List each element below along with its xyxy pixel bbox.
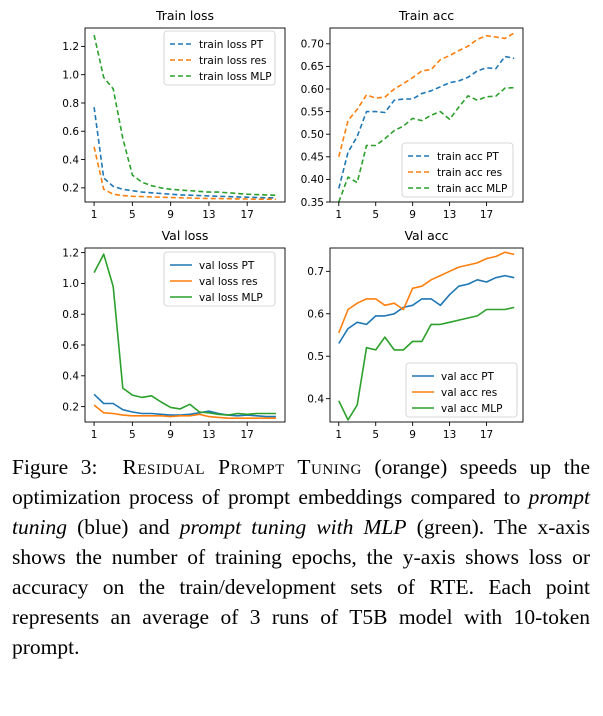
- x-tick-label: 9: [167, 429, 174, 441]
- y-tick-label: 0.60: [301, 84, 324, 96]
- series-line: [338, 32, 515, 157]
- x-tick-label: 13: [443, 209, 456, 221]
- y-tick-label: 0.2: [62, 401, 79, 413]
- series-line: [338, 251, 515, 334]
- x-tick-label: 9: [167, 209, 174, 221]
- y-tick-label: 1.2: [62, 247, 79, 259]
- legend-label: train loss res: [199, 55, 266, 67]
- y-tick-label: 0.50: [301, 129, 324, 141]
- x-tick-label: 17: [241, 429, 254, 441]
- x-tick-label: 13: [202, 209, 215, 221]
- x-tick-label: 5: [129, 429, 136, 441]
- legend-label: train loss MLP: [199, 71, 272, 83]
- series-line: [93, 107, 276, 199]
- y-tick-label: 0.8: [62, 309, 79, 321]
- figure-caption: Figure 3: Residual Prompt Tuning (orange…: [12, 452, 590, 662]
- caption-label: Figure 3:: [12, 455, 98, 479]
- plot-frame: [84, 247, 286, 423]
- x-tick-label: 5: [372, 429, 379, 441]
- chart-title: Train loss: [155, 8, 214, 23]
- y-tick-label: 0.40: [301, 174, 324, 186]
- x-tick-label: 1: [91, 429, 98, 441]
- y-tick-label: 0.4: [307, 393, 324, 405]
- x-tick-label: 5: [372, 209, 379, 221]
- series-line: [338, 86, 515, 203]
- caption-method-name: Residual Prompt Tuning: [122, 455, 362, 479]
- caption-prompt-tuning: prompt tuning: [12, 485, 590, 539]
- chart-title: Val loss: [162, 228, 209, 243]
- x-tick-label: 17: [480, 429, 493, 441]
- chart-panel: Train loss 1 5 9 13 17 0.2 0.4 0.6 0.8 1.0 1.2 train…: [62, 8, 286, 221]
- x-tick-label: 9: [409, 429, 416, 441]
- caption-text-3: (green). The x-axis shows the number of …: [12, 515, 590, 659]
- y-tick-label: 0.4: [62, 154, 79, 166]
- legend-label: val loss MLP: [199, 292, 263, 304]
- caption-prompt-tuning-mlp: prompt tuning with MLP: [179, 515, 407, 539]
- caption-text-2: (blue) and: [66, 515, 180, 539]
- y-tick-label: 0.7: [307, 266, 324, 278]
- legend-label: val loss res: [199, 276, 258, 288]
- chart-title: Train acc: [398, 8, 454, 23]
- y-tick-label: 0.70: [301, 39, 324, 51]
- legend-label: val acc res: [441, 387, 497, 399]
- series-line: [93, 253, 276, 416]
- series-line: [93, 146, 276, 200]
- y-tick-label: 1.0: [62, 69, 79, 81]
- y-tick-label: 1.2: [62, 41, 79, 53]
- x-tick-label: 1: [335, 429, 342, 441]
- y-tick-label: 0.6: [62, 340, 79, 352]
- series-line: [338, 306, 515, 421]
- legend-label: val acc PT: [441, 371, 495, 383]
- y-tick-label: 0.35: [301, 197, 324, 209]
- series-line: [93, 34, 276, 196]
- x-tick-label: 1: [335, 209, 342, 221]
- plot-frame: [329, 247, 524, 423]
- figure-charts: Train loss 1 5 9 13 17 0.2 0.4 0.6 0.8 1.0 1.2 train…: [62, 8, 524, 441]
- chart-panel: Val acc 1 5 9 13 17 0.4 0.5 0.6 0.7 val acc PT val …: [307, 228, 524, 441]
- series-line: [93, 393, 276, 418]
- y-tick-label: 0.6: [307, 309, 324, 321]
- legend-label: train loss PT: [199, 39, 264, 51]
- y-tick-label: 1.0: [62, 278, 79, 290]
- x-tick-label: 17: [241, 209, 254, 221]
- x-tick-label: 1: [91, 209, 98, 221]
- x-tick-label: 17: [480, 209, 493, 221]
- plot-frame: [329, 27, 524, 203]
- y-tick-label: 0.55: [301, 106, 324, 118]
- legend-label: train acc PT: [437, 151, 499, 163]
- series-line: [93, 404, 276, 420]
- chart-panel: Train acc 1 5 9 13 17 0.35 0.40 0.45 0.50 0.55 0.60…: [301, 8, 524, 221]
- series-line: [338, 55, 515, 189]
- series-line: [338, 274, 515, 344]
- y-tick-label: 0.45: [301, 152, 324, 164]
- y-tick-label: 0.65: [301, 61, 324, 73]
- caption-text-1: (orange) speeds up the optimization proc…: [12, 455, 591, 509]
- x-tick-label: 9: [409, 209, 416, 221]
- y-tick-label: 0.2: [62, 183, 79, 195]
- legend-label: train acc res: [437, 167, 502, 179]
- plot-frame: [84, 27, 286, 203]
- chart-panel: Val loss 1 5 9 13 17 0.2 0.4 0.6 0.8 1.0 1.2 val los…: [62, 228, 286, 441]
- legend-box: [401, 142, 514, 198]
- x-tick-label: 5: [129, 209, 136, 221]
- legend-label: val acc MLP: [441, 403, 502, 415]
- legend-label: train acc MLP: [437, 183, 507, 195]
- y-tick-label: 0.5: [307, 351, 324, 363]
- y-tick-label: 0.8: [62, 98, 79, 110]
- y-tick-label: 0.6: [62, 126, 79, 138]
- x-tick-label: 13: [443, 429, 456, 441]
- chart-title: Val acc: [404, 228, 448, 243]
- legend-box: [163, 30, 276, 86]
- x-tick-label: 13: [202, 429, 215, 441]
- y-tick-label: 0.4: [62, 371, 79, 383]
- legend-label: val loss PT: [199, 260, 255, 272]
